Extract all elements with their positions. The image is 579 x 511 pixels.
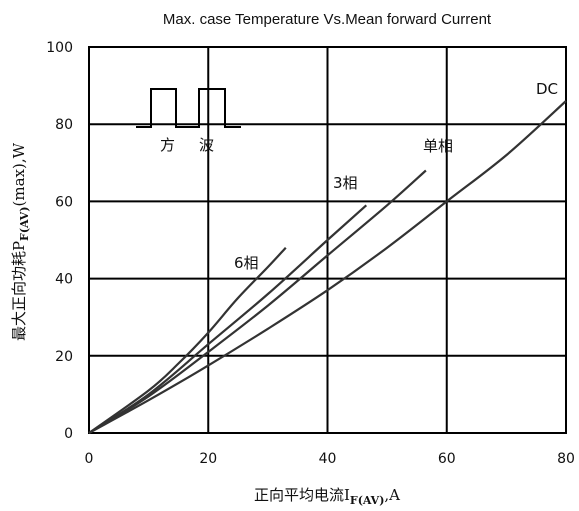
y-tick-label: 20 bbox=[55, 349, 73, 365]
square-wave-inset: 方 波 bbox=[136, 88, 241, 154]
y-axis-ticks: 0 20 40 60 80 100 bbox=[46, 40, 73, 442]
x-axis-label-main: 正向平均电流I bbox=[254, 486, 350, 504]
x-tick-label: 20 bbox=[199, 451, 217, 467]
series-group: 6相 3相 单相 DC bbox=[88, 80, 567, 434]
y-tick-label: 0 bbox=[64, 426, 73, 442]
series-line bbox=[88, 204, 368, 434]
series-label: 6相 bbox=[234, 254, 259, 272]
x-tick-label: 80 bbox=[557, 451, 575, 467]
y-axis-label-main: 最大正向功耗P bbox=[10, 241, 28, 341]
x-tick-label: 0 bbox=[85, 451, 94, 467]
inset-label-square: 方 bbox=[160, 136, 175, 154]
series-label: DC bbox=[536, 80, 558, 98]
y-axis-label-sub: F(AV) bbox=[18, 206, 31, 241]
y-axis-label: 最大正向功耗PF(AV)(max),W bbox=[10, 142, 31, 341]
series-label: 3相 bbox=[333, 174, 358, 192]
x-tick-label: 40 bbox=[319, 451, 337, 467]
series-line bbox=[88, 169, 427, 434]
x-axis-label-tail: ,A bbox=[384, 486, 400, 504]
series-line bbox=[88, 246, 287, 434]
series-label: 单相 bbox=[423, 137, 453, 155]
plot-frame bbox=[88, 46, 567, 434]
y-tick-label: 60 bbox=[55, 194, 73, 210]
y-tick-label: 80 bbox=[55, 117, 73, 133]
x-axis-ticks: 0 20 40 60 80 bbox=[85, 451, 575, 467]
grid bbox=[89, 47, 566, 433]
y-axis-label-tail: (max),W bbox=[10, 142, 28, 206]
y-tick-label: 100 bbox=[46, 40, 73, 56]
y-tick-label: 40 bbox=[55, 272, 73, 288]
series-line bbox=[88, 100, 567, 434]
x-axis-label: 正向平均电流IF(AV),A bbox=[254, 486, 400, 507]
square-wave-icon bbox=[136, 88, 241, 128]
x-axis-label-sub: F(AV) bbox=[350, 494, 385, 507]
x-tick-label: 60 bbox=[438, 451, 456, 467]
inset-label-wave: 波 bbox=[199, 136, 214, 154]
chart-title: Max. case Temperature Vs.Mean forward Cu… bbox=[163, 11, 492, 28]
